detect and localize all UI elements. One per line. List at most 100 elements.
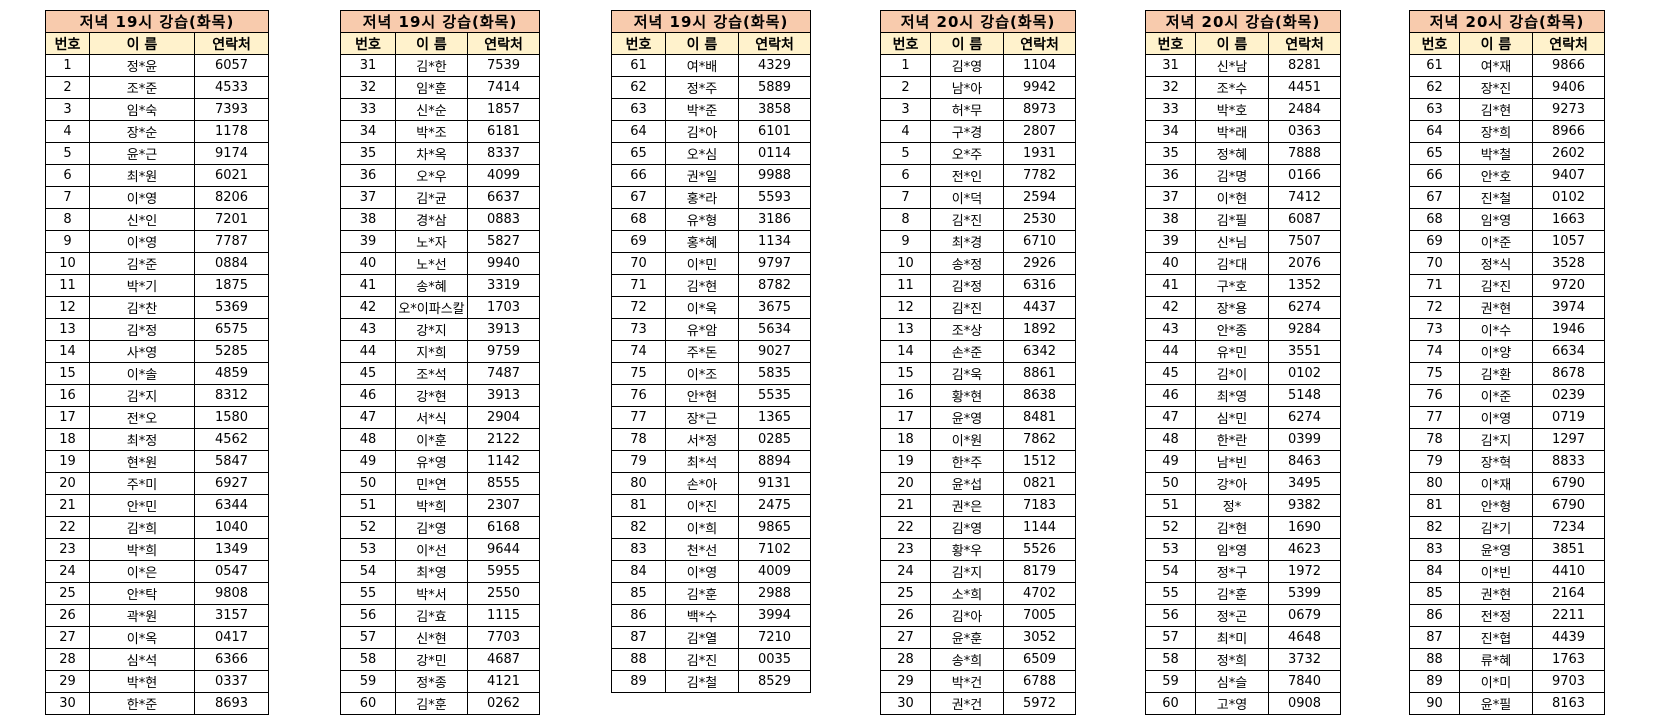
number-cell[interactable]: 52 <box>340 516 396 539</box>
name-cell[interactable]: 박*준 <box>665 98 739 121</box>
name-cell[interactable]: 김*찬 <box>89 296 195 319</box>
contact-cell[interactable]: 8678 <box>1531 362 1606 385</box>
name-cell[interactable]: 신*인 <box>89 208 195 231</box>
name-cell[interactable]: 소*희 <box>930 582 1004 605</box>
number-cell[interactable]: 78 <box>1409 428 1460 451</box>
number-cell[interactable]: 64 <box>611 120 666 143</box>
contact-cell[interactable]: 8163 <box>1531 692 1606 715</box>
number-cell[interactable]: 62 <box>611 76 666 99</box>
contact-cell[interactable]: 4121 <box>466 670 541 693</box>
contact-cell[interactable]: 0114 <box>737 142 812 165</box>
contact-cell[interactable]: 2926 <box>1002 252 1077 275</box>
name-cell[interactable]: 심*석 <box>89 648 195 671</box>
number-cell[interactable]: 85 <box>1409 582 1460 605</box>
name-cell[interactable]: 이*옥 <box>89 626 195 649</box>
contact-cell[interactable]: 7393 <box>193 98 270 121</box>
number-cell[interactable]: 69 <box>1409 230 1460 253</box>
name-cell[interactable]: 정*곤 <box>1195 604 1269 627</box>
number-cell[interactable]: 51 <box>1145 494 1196 517</box>
contact-cell[interactable]: 0262 <box>466 692 541 715</box>
name-cell[interactable]: 강*현 <box>395 384 468 407</box>
name-cell[interactable]: 김*철 <box>665 670 739 693</box>
number-cell[interactable]: 53 <box>340 538 396 561</box>
contact-cell[interactable]: 9407 <box>1531 164 1606 187</box>
contact-cell[interactable]: 7005 <box>1002 604 1077 627</box>
number-cell[interactable]: 46 <box>340 384 396 407</box>
name-cell[interactable]: 박*철 <box>1459 142 1533 165</box>
contact-cell[interactable]: 4533 <box>193 76 270 99</box>
number-cell[interactable]: 15 <box>880 362 931 385</box>
contact-cell[interactable]: 7703 <box>466 626 541 649</box>
name-cell[interactable]: 진*협 <box>1459 626 1533 649</box>
name-cell[interactable]: 정*종 <box>395 670 468 693</box>
contact-cell[interactable]: 4623 <box>1267 538 1342 561</box>
name-cell[interactable]: 윤*섭 <box>930 472 1004 495</box>
number-cell[interactable]: 80 <box>1409 472 1460 495</box>
name-cell[interactable]: 최*경 <box>930 230 1004 253</box>
name-cell[interactable]: 차*옥 <box>395 142 468 165</box>
name-cell[interactable]: 임*숙 <box>89 98 195 121</box>
number-cell[interactable]: 31 <box>1145 54 1196 77</box>
contact-cell[interactable]: 8206 <box>193 186 270 209</box>
name-cell[interactable]: 김*아 <box>930 604 1004 627</box>
number-cell[interactable]: 40 <box>1145 252 1196 275</box>
number-cell[interactable]: 44 <box>340 340 396 363</box>
number-cell[interactable]: 61 <box>611 54 666 77</box>
number-cell[interactable]: 3 <box>880 98 931 121</box>
number-cell[interactable]: 32 <box>1145 76 1196 99</box>
number-cell[interactable]: 52 <box>1145 516 1196 539</box>
number-header[interactable]: 번호 <box>880 32 931 55</box>
contact-cell[interactable]: 9027 <box>737 340 812 363</box>
number-cell[interactable]: 2 <box>45 76 90 99</box>
name-cell[interactable]: 안*종 <box>1195 318 1269 341</box>
contact-cell[interactable]: 9797 <box>737 252 812 275</box>
number-cell[interactable]: 89 <box>1409 670 1460 693</box>
contact-cell[interactable]: 3551 <box>1267 340 1342 363</box>
number-cell[interactable]: 18 <box>45 428 90 451</box>
number-cell[interactable]: 67 <box>1409 186 1460 209</box>
name-cell[interactable]: 유*형 <box>665 208 739 231</box>
number-cell[interactable]: 73 <box>1409 318 1460 341</box>
number-cell[interactable]: 34 <box>340 120 396 143</box>
name-cell[interactable]: 현*원 <box>89 450 195 473</box>
contact-cell[interactable]: 0102 <box>1267 362 1342 385</box>
name-cell[interactable]: 손*준 <box>930 340 1004 363</box>
number-cell[interactable]: 64 <box>1409 120 1460 143</box>
contact-cell[interactable]: 1134 <box>737 230 812 253</box>
contact-cell[interactable]: 6790 <box>1531 472 1606 495</box>
contact-cell[interactable]: 0166 <box>1267 164 1342 187</box>
name-cell[interactable]: 정*구 <box>1195 560 1269 583</box>
number-cell[interactable]: 75 <box>611 362 666 385</box>
number-header[interactable]: 번호 <box>1409 32 1460 55</box>
name-cell[interactable]: 황*우 <box>930 538 1004 561</box>
contact-cell[interactable]: 6021 <box>193 164 270 187</box>
name-cell[interactable]: 강*지 <box>395 318 468 341</box>
contact-cell[interactable]: 7782 <box>1002 164 1077 187</box>
name-cell[interactable]: 김*아 <box>665 120 739 143</box>
number-cell[interactable]: 78 <box>611 428 666 451</box>
name-cell[interactable]: 정*식 <box>1459 252 1533 275</box>
contact-header[interactable]: 연락처 <box>193 32 270 55</box>
name-cell[interactable]: 윤*필 <box>1459 692 1533 715</box>
number-cell[interactable]: 41 <box>1145 274 1196 297</box>
name-cell[interactable]: 윤*영 <box>930 406 1004 429</box>
number-cell[interactable]: 74 <box>1409 340 1460 363</box>
name-header[interactable]: 이 름 <box>89 32 195 55</box>
contact-cell[interactable]: 3732 <box>1267 648 1342 671</box>
contact-cell[interactable]: 3186 <box>737 208 812 231</box>
number-cell[interactable]: 63 <box>611 98 666 121</box>
name-cell[interactable]: 박*호 <box>1195 98 1269 121</box>
name-cell[interactable]: 최*석 <box>665 450 739 473</box>
name-cell[interactable]: 여*재 <box>1459 54 1533 77</box>
name-cell[interactable]: 심*민 <box>1195 406 1269 429</box>
number-cell[interactable]: 21 <box>880 494 931 517</box>
contact-cell[interactable]: 2550 <box>466 582 541 605</box>
number-cell[interactable]: 2 <box>880 76 931 99</box>
number-cell[interactable]: 30 <box>45 692 90 715</box>
name-header[interactable]: 이 름 <box>665 32 739 55</box>
name-cell[interactable]: 송*혜 <box>395 274 468 297</box>
number-cell[interactable]: 47 <box>1145 406 1196 429</box>
contact-cell[interactable]: 5148 <box>1267 384 1342 407</box>
name-cell[interactable]: 허*무 <box>930 98 1004 121</box>
name-cell[interactable]: 이*훈 <box>395 428 468 451</box>
